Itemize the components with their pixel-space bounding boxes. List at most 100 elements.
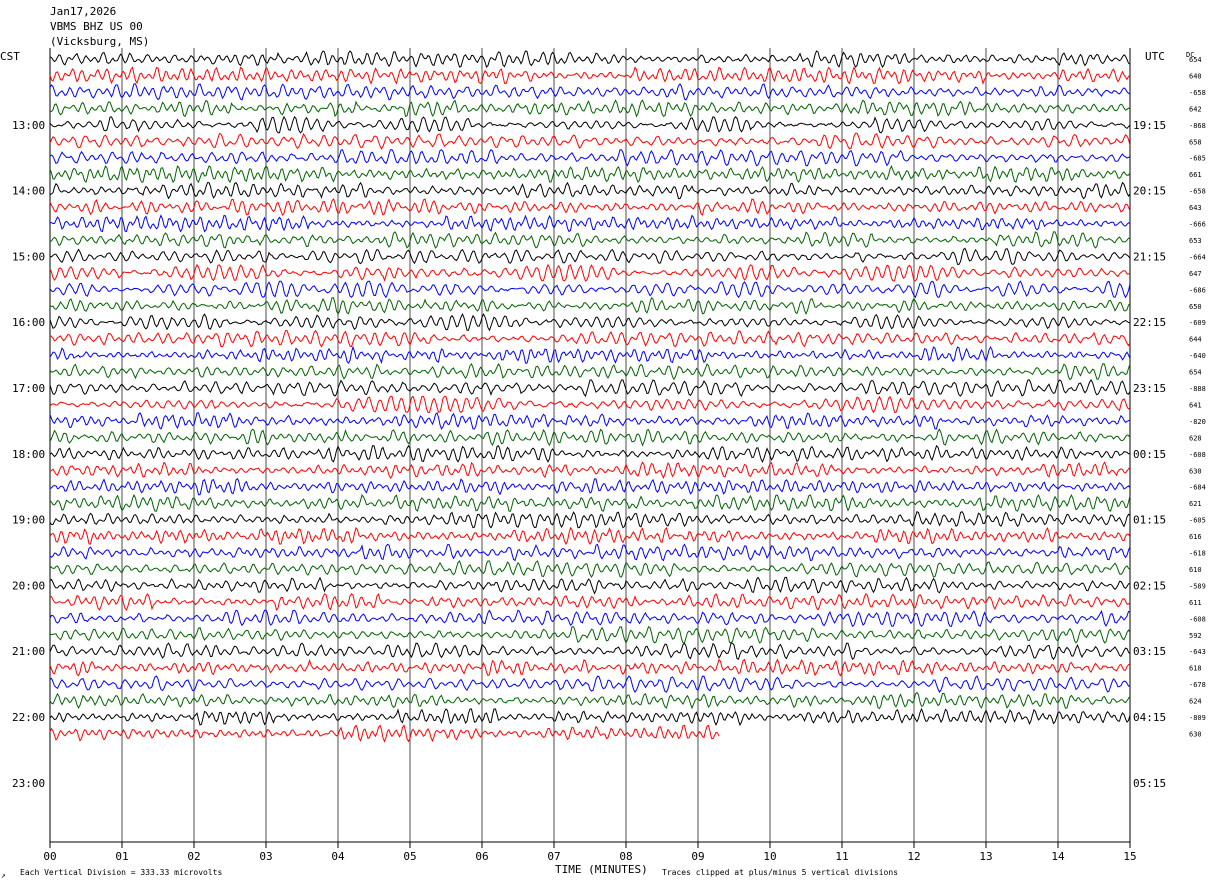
seismic-trace xyxy=(49,642,1131,661)
dc-offset-value: 610 xyxy=(1189,566,1202,574)
seismic-trace xyxy=(49,198,1131,216)
x-tick-label: 08 xyxy=(619,850,632,863)
seismic-trace xyxy=(49,247,1131,265)
x-tick-label: 13 xyxy=(979,850,992,863)
dc-offset-value: 644 xyxy=(1189,336,1202,344)
dc-offset-value: -608 xyxy=(1189,451,1206,459)
left-hour-label: 20:00 xyxy=(12,579,45,592)
seismic-trace xyxy=(49,115,1131,134)
left-hour-label: 21:00 xyxy=(12,645,45,658)
seismic-trace xyxy=(49,592,1131,611)
seismic-trace xyxy=(49,280,1131,299)
dc-offset-value: 650 xyxy=(1189,303,1202,311)
dc-offset-value: -589 xyxy=(1189,582,1206,590)
record-date: Jan17,2026 xyxy=(50,5,117,18)
dc-offset-value: -664 xyxy=(1189,253,1206,261)
x-tick-label: 10 xyxy=(763,850,776,863)
seismic-trace xyxy=(49,444,1131,463)
seismic-trace xyxy=(49,576,1131,595)
right-hour-label: 05:15 xyxy=(1133,777,1166,790)
dc-offset-header: DC xyxy=(1186,51,1194,59)
seismic-trace xyxy=(49,329,1131,348)
seismic-trace xyxy=(49,724,720,743)
dc-offset-value: -608 xyxy=(1189,615,1206,623)
dc-offset-value: -658 xyxy=(1189,188,1206,196)
left-hour-label: 23:00 xyxy=(12,777,45,790)
dc-offset-value: 647 xyxy=(1189,270,1202,278)
x-tick-label: 05 xyxy=(403,850,416,863)
left-hour-label: 13:00 xyxy=(12,119,45,132)
right-hour-label: 01:15 xyxy=(1133,514,1166,527)
dc-offset-value: 640 xyxy=(1189,72,1202,80)
dc-offset-value: 630 xyxy=(1189,730,1202,738)
dc-offset-value: -605 xyxy=(1189,517,1206,525)
dc-offset-value: -678 xyxy=(1189,681,1206,689)
left-hour-label: 17:00 xyxy=(12,382,45,395)
seismic-trace xyxy=(49,214,1131,233)
x-tick-label: 15 xyxy=(1123,850,1136,863)
seismic-trace xyxy=(49,707,1131,727)
station-code: VBMS BHZ US 00 xyxy=(50,20,143,33)
dc-offset-value: 642 xyxy=(1189,105,1202,113)
x-axis-title: TIME (MINUTES) xyxy=(555,863,648,876)
dc-offset-value: -809 xyxy=(1189,714,1206,722)
x-tick-label: 09 xyxy=(691,850,704,863)
dc-offset-value: 618 xyxy=(1189,665,1202,673)
x-tick-label: 02 xyxy=(187,850,200,863)
seismic-trace xyxy=(49,164,1131,184)
seismic-trace xyxy=(49,477,1131,496)
dc-offset-value: -686 xyxy=(1189,286,1206,294)
dc-offset-value: -868 xyxy=(1189,122,1206,130)
right-hour-label: 19:15 xyxy=(1133,119,1166,132)
seismic-trace xyxy=(49,510,1131,529)
seismic-trace xyxy=(49,658,1131,677)
dc-offset-value: -658 xyxy=(1189,89,1206,97)
clip-note: Traces clipped at plus/minus 5 vertical … xyxy=(662,868,898,877)
seismic-trace xyxy=(49,99,1131,118)
dc-offset-value: 653 xyxy=(1189,237,1202,245)
right-hour-label: 22:15 xyxy=(1133,316,1166,329)
dc-offset-value: 621 xyxy=(1189,500,1202,508)
dc-offset-value: 592 xyxy=(1189,632,1202,640)
right-hour-label: 03:15 xyxy=(1133,645,1166,658)
seismic-trace xyxy=(49,609,1131,628)
right-hour-label: 20:15 xyxy=(1133,185,1166,198)
seismic-trace xyxy=(49,626,1131,644)
seismic-trace xyxy=(49,148,1131,167)
x-tick-label: 04 xyxy=(331,850,345,863)
dc-offset-value: 630 xyxy=(1189,467,1202,475)
seismic-trace xyxy=(49,181,1131,200)
seismic-trace xyxy=(49,526,1131,546)
x-tick-label: 06 xyxy=(475,850,488,863)
x-tick-label: 14 xyxy=(1051,850,1065,863)
x-tick-label: 07 xyxy=(547,850,560,863)
seismic-trace xyxy=(49,675,1131,694)
seismic-trace xyxy=(49,313,1131,332)
seismic-trace xyxy=(49,560,1131,578)
dc-offset-value: -640 xyxy=(1189,352,1206,360)
x-tick-label: 12 xyxy=(907,850,920,863)
seismic-trace xyxy=(49,83,1131,101)
corner-mark: ↗ xyxy=(1,871,6,880)
dc-offset-value: 616 xyxy=(1189,533,1202,541)
left-hour-label: 15:00 xyxy=(12,250,45,263)
dc-offset-value: 624 xyxy=(1189,698,1202,706)
seismic-trace xyxy=(49,411,1131,430)
x-tick-label: 00 xyxy=(43,850,56,863)
seismic-trace xyxy=(49,493,1131,512)
dc-offset-value: -888 xyxy=(1189,385,1206,393)
dc-offset-value: -609 xyxy=(1189,319,1206,327)
dc-offset-value: -618 xyxy=(1189,550,1206,558)
right-hour-label: 23:15 xyxy=(1133,382,1166,395)
left-timezone-label: CST xyxy=(0,50,20,63)
seismic-trace xyxy=(49,379,1131,398)
minute-grid xyxy=(49,48,1131,843)
seismic-trace xyxy=(49,263,1131,282)
seismic-trace xyxy=(49,543,1131,562)
left-hour-label: 18:00 xyxy=(12,448,45,461)
left-hour-label: 22:00 xyxy=(12,711,45,724)
seismic-trace xyxy=(49,691,1131,710)
dc-offset-value: -820 xyxy=(1189,418,1206,426)
seismic-trace xyxy=(49,50,1131,68)
